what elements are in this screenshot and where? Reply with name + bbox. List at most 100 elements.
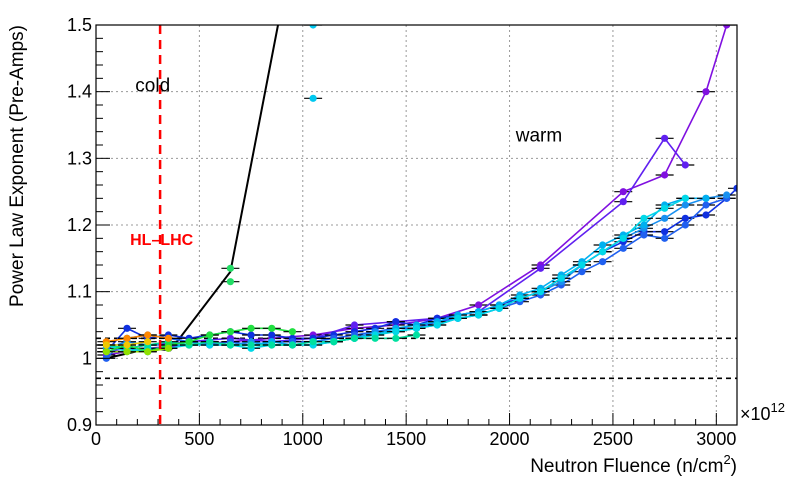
x-tick-label: 2000 [490,429,530,449]
x-axis-label: Neutron Fluence (n/cm2) [530,452,737,477]
x-axis-multiplier: ×1012 [740,400,785,424]
axes: 0 500 1000 1500 2000 2500 3000 0.9 1 1.1 1.2 1.3 1.4… [67,15,736,449]
x-axis-multiplier-exp: 12 [771,400,785,415]
series-line [106,334,417,350]
data-point [702,201,710,209]
data-point [123,348,131,356]
x-axis-label-close: ) [731,456,737,477]
data-point [268,324,276,332]
data-point [226,328,235,336]
series-line [106,334,169,343]
series-line [106,347,169,353]
data-point [536,264,545,272]
data-point [123,334,131,342]
data-point [144,348,152,356]
data-point [640,214,648,222]
data-point [598,241,607,249]
data-point [185,338,193,346]
y-axis-label: Power Law Exponent (Pre-Amps) [7,25,28,307]
series-yellow [97,338,157,349]
data-point [474,311,483,319]
annotations: cold warm [135,76,562,147]
x-tick-label: 1500 [386,429,426,449]
data-point [288,341,297,349]
x-axis-multiplier-base: ×10 [740,404,771,424]
data-point [350,321,359,329]
data-point [702,194,710,202]
data-point [702,211,710,219]
data-point [661,214,669,222]
data-point [206,338,214,346]
data-point [516,294,524,302]
data-point [536,288,545,296]
data-point [681,161,689,169]
data-point [474,301,483,309]
data-point [619,244,627,252]
data-series [97,25,737,362]
data-point [268,341,276,349]
data-point [619,198,627,206]
x-tick-label: 1000 [283,429,323,449]
hl-lhc-marker: HL–LHC [130,25,194,425]
data-point [578,268,586,276]
data-point [661,134,669,142]
y-tick-label: 1 [82,348,92,368]
data-point [268,331,276,339]
data-point [681,201,689,209]
y-tick-label: 0.9 [67,415,92,435]
data-point [309,338,317,346]
data-point [495,304,503,312]
y-tick-label: 1.1 [67,282,92,302]
y-tick-label: 1.4 [67,82,92,102]
series-lime [97,344,178,356]
data-point [661,171,669,179]
y-tick-label: 1.2 [67,215,92,235]
data-point [681,221,689,229]
data-point [350,334,359,342]
series-cold-cyan-outlier [304,25,323,102]
data-point [598,248,607,256]
annotation-warm: warm [515,126,562,147]
reference-lines [96,337,737,380]
x-tick-label: 2500 [593,429,633,449]
data-point [164,334,172,342]
y-tick-label: 1.3 [67,148,92,168]
x-tick-label: 0 [91,429,101,449]
data-point [681,214,689,222]
data-point [557,274,565,282]
data-point [454,314,462,322]
data-point [144,338,152,346]
data-point [247,324,255,332]
data-point [164,344,172,352]
data-point [123,341,131,349]
data-point [723,191,731,199]
data-point [598,258,607,266]
data-point [247,331,255,339]
data-point [661,228,669,236]
data-point [226,341,235,349]
data-point [309,25,317,29]
data-point [702,88,710,96]
data-point [206,331,214,339]
x-axis-label-sup: 2 [723,452,730,467]
data-point [226,264,235,272]
data-point [412,324,421,332]
data-point [123,324,131,332]
data-point [681,194,689,202]
data-point [392,334,400,342]
data-point [619,234,627,242]
data-point [619,188,627,196]
x-tick-label: 3000 [696,429,736,449]
data-point [309,94,317,102]
data-point [723,25,731,29]
data-point [661,234,669,242]
data-point [226,278,235,286]
series-line [106,327,293,353]
data-point [102,341,110,349]
data-point [144,331,152,339]
data-point [640,221,648,229]
x-tick-label: 500 [184,429,214,449]
data-point [661,204,669,212]
